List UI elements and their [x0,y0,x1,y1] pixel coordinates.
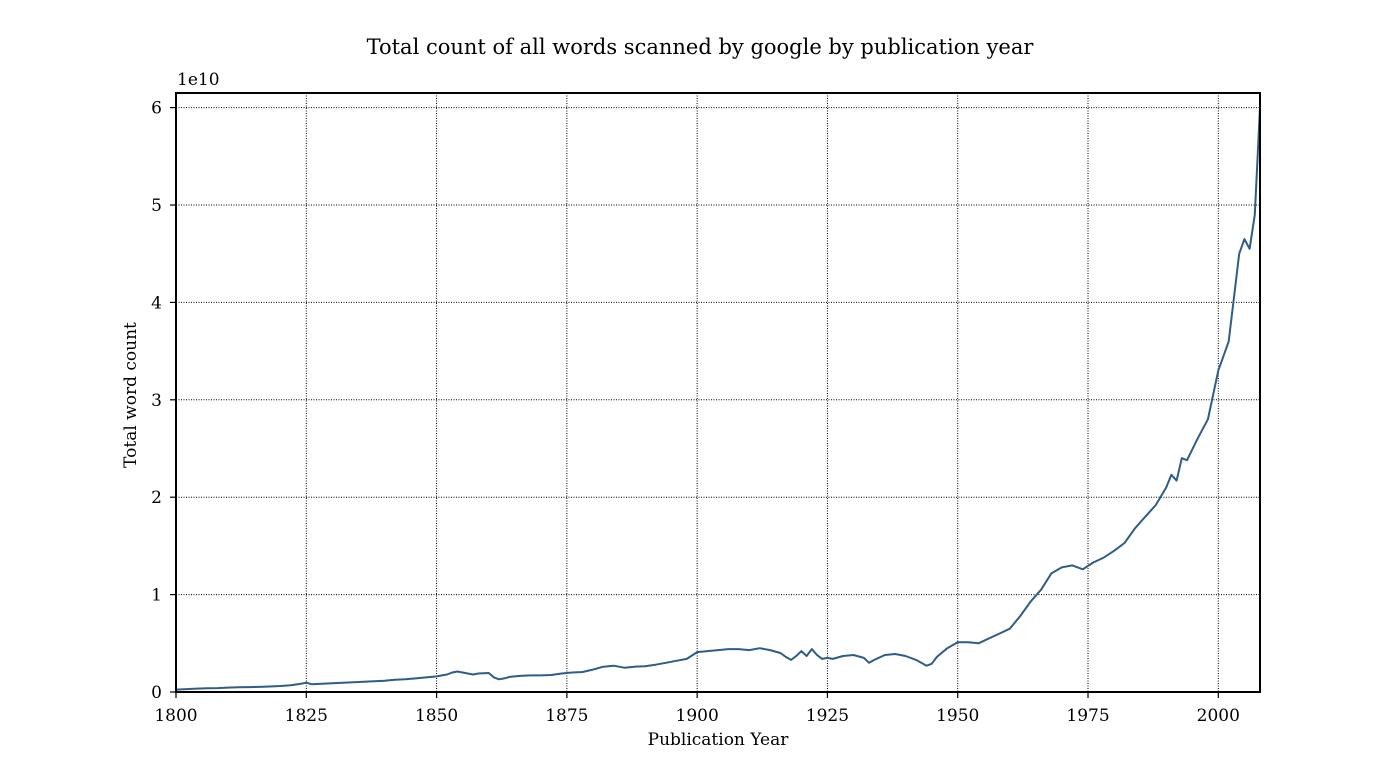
ticks: 1800 1825 1850 1875 1900 1925 1950 1975 2000 0 1 2 3… [151,99,1240,726]
axes [175,92,1261,693]
x-tick-label-1875: 1875 [545,706,588,726]
x-tick-label-1975: 1975 [1066,706,1109,726]
chart-title: Total count of all words scanned by goog… [366,35,1034,59]
plot-frame [175,92,1261,693]
x-tick-label-1825: 1825 [285,706,328,726]
y-tick-label-1: 1 [151,586,162,606]
y-tick-label-4: 4 [151,293,162,313]
grid [176,93,1260,692]
series-line-1 [175,107,1261,691]
y-tick-label-2: 2 [151,488,162,508]
x-tick-label-1950: 1950 [936,706,979,726]
y-axis-offset-label: 1e10 [177,70,220,90]
x-tick-label-1900: 1900 [676,706,719,726]
x-tick-label-1850: 1850 [415,706,458,726]
y-tick-label-6: 6 [151,99,162,119]
x-tick-label-1800: 1800 [154,706,197,726]
y-tick-label-5: 5 [151,196,162,216]
x-axis-label: Publication Year [647,730,789,750]
y-tick-label-0: 0 [151,683,162,703]
series-layer [175,107,1261,691]
x-tick-label-1925: 1925 [806,706,849,726]
x-tick-label-2000: 2000 [1197,706,1240,726]
y-tick-label-3: 3 [151,391,162,411]
